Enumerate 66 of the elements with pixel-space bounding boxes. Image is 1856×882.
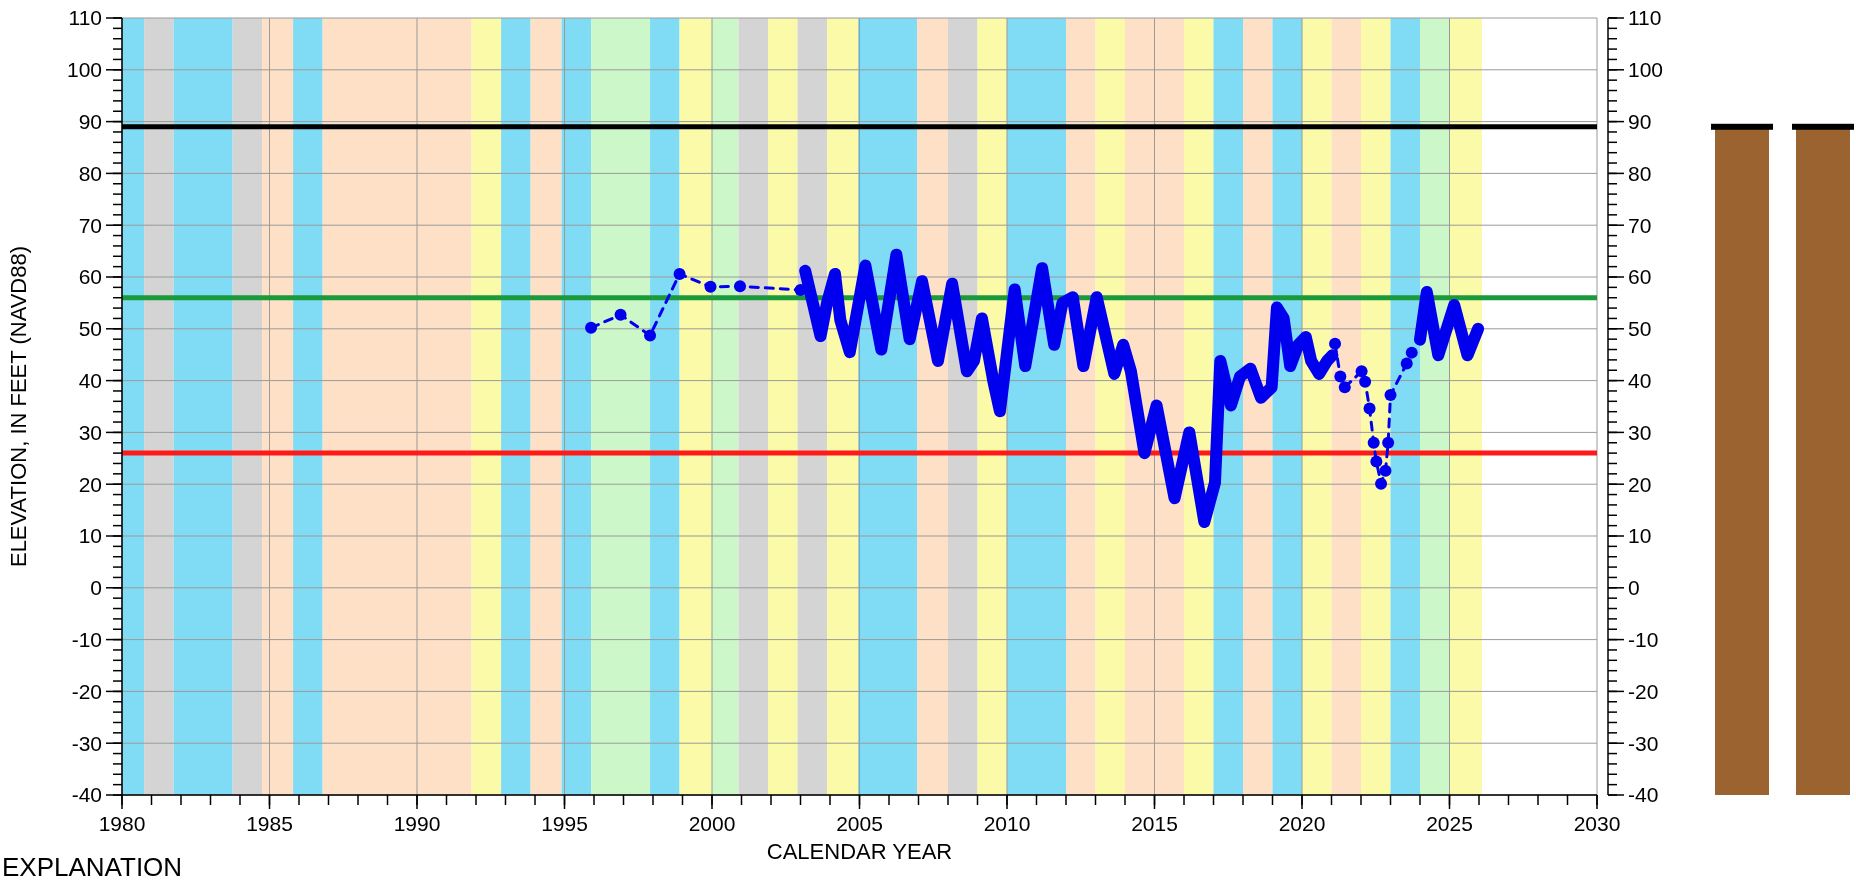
y2-tick-label: 40 bbox=[1628, 368, 1652, 392]
y2-tick-label: 100 bbox=[1628, 58, 1664, 82]
x-tick-label: 2025 bbox=[1426, 812, 1473, 835]
point bbox=[585, 321, 598, 334]
x-tick-label: 1980 bbox=[98, 812, 146, 835]
x-tick-label: 2000 bbox=[688, 812, 736, 835]
y-tick-label: -10 bbox=[71, 627, 102, 651]
y-tick-label: 50 bbox=[78, 317, 102, 341]
point bbox=[1405, 346, 1418, 359]
x-tick-label: 1990 bbox=[393, 812, 441, 835]
y-tick-label: -40 bbox=[71, 783, 102, 807]
y2-tick-label: 20 bbox=[1628, 472, 1652, 496]
point bbox=[1384, 389, 1397, 402]
y-tick-label: 0 bbox=[90, 576, 102, 600]
point bbox=[734, 280, 747, 293]
y2-tick-label: -10 bbox=[1628, 627, 1659, 651]
point bbox=[704, 280, 717, 293]
point bbox=[1334, 370, 1347, 383]
y-tick-label: -30 bbox=[71, 731, 102, 755]
point bbox=[644, 329, 657, 342]
point bbox=[1382, 436, 1395, 449]
y-tick-label: 80 bbox=[78, 161, 102, 185]
point bbox=[1363, 402, 1376, 415]
y2-tick-label: -30 bbox=[1628, 731, 1659, 755]
y2-tick-label: 60 bbox=[1628, 265, 1652, 289]
x-tick-label: 2030 bbox=[1573, 812, 1621, 835]
point bbox=[673, 267, 686, 280]
y2-tick-label: 30 bbox=[1628, 420, 1652, 444]
x-tick-label: 2010 bbox=[983, 812, 1031, 835]
y-tick-label: 20 bbox=[78, 472, 102, 496]
x-tick-label: 1985 bbox=[246, 812, 293, 835]
y-axis-title: ELEVATION, IN FEET (NAVD88) bbox=[6, 245, 31, 568]
x-tick-label: 1995 bbox=[541, 812, 588, 835]
point bbox=[1375, 477, 1388, 490]
y-tick-label: 10 bbox=[78, 524, 102, 548]
y2-tick-label: 80 bbox=[1628, 161, 1652, 185]
y-tick-label: 30 bbox=[78, 420, 102, 444]
point bbox=[1367, 436, 1380, 449]
y2-tick-label: 50 bbox=[1628, 317, 1652, 341]
x-tick-label: 2005 bbox=[836, 812, 883, 835]
point bbox=[1355, 365, 1368, 378]
text: EXPLANATION bbox=[2, 852, 183, 882]
point bbox=[1329, 337, 1342, 350]
y2-tick-label: 10 bbox=[1628, 524, 1652, 548]
x-tick-label: 2020 bbox=[1278, 812, 1326, 835]
y-tick-label: 70 bbox=[78, 213, 102, 237]
point bbox=[614, 308, 627, 321]
x-tick-label: 2015 bbox=[1131, 812, 1178, 835]
point bbox=[1400, 357, 1413, 370]
y2-tick-label: 70 bbox=[1628, 213, 1652, 237]
point bbox=[1370, 455, 1383, 468]
point bbox=[1359, 375, 1372, 388]
y2-tick-label: -40 bbox=[1628, 783, 1659, 807]
y-tick-label: 60 bbox=[78, 265, 102, 289]
y-tick-label: 110 bbox=[68, 6, 102, 30]
y-tick-label: -20 bbox=[71, 679, 102, 703]
point bbox=[1338, 381, 1351, 394]
y2-tick-label: 90 bbox=[1628, 109, 1652, 133]
x-axis-title: CALENDAR YEAR bbox=[766, 839, 953, 864]
y-tick-label: 40 bbox=[78, 368, 102, 392]
y2-tick-label: 110 bbox=[1628, 6, 1662, 30]
point bbox=[1379, 464, 1392, 477]
y-tick-label: 100 bbox=[66, 58, 102, 82]
y-tick-label: 90 bbox=[78, 109, 102, 133]
y2-tick-label: 0 bbox=[1628, 576, 1640, 600]
y2-tick-label: -20 bbox=[1628, 679, 1659, 703]
